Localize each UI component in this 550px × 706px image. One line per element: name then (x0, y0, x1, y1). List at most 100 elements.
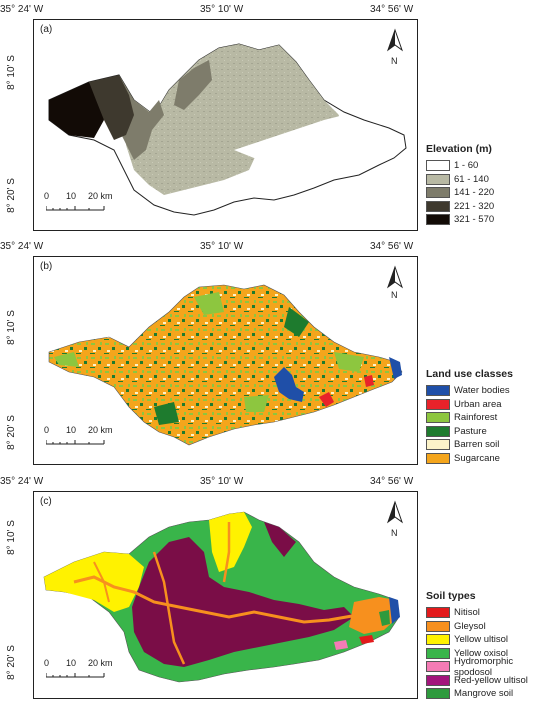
scalebar-label-0: 0 (44, 425, 50, 435)
legend-item: Yellow oxisol (426, 647, 550, 661)
legend-elevation: Elevation (m) 1 - 60 61 - 140 141 - 220 221… (426, 143, 494, 227)
legend-swatch (426, 173, 450, 185)
lon-label-right-c: 34° 56' W (370, 476, 414, 487)
elevation-class-1-60 (234, 115, 379, 165)
legend-item: Hydromorphic spodosol (426, 656, 550, 678)
legend-item: Pasture (426, 425, 513, 439)
legend-item-label: Yellow ultisol (454, 634, 509, 646)
lat-label-lower-a: 8° 20' S (5, 178, 17, 213)
legend-item-label: Gleysol (454, 620, 486, 632)
legend-swatch (426, 398, 450, 410)
lon-label-left-b: 35° 24' W (0, 241, 44, 252)
north-arrow-icon (387, 500, 403, 524)
scalebar-label-20: 20 km (88, 658, 113, 668)
north-label-b: N (391, 290, 398, 300)
legend-item-label: Barren soil (454, 439, 500, 451)
legend-swatch (426, 661, 450, 673)
legend-item: Rainforest (426, 411, 513, 425)
water-bodies-area (274, 367, 304, 402)
scalebar-label-0: 0 (44, 658, 50, 668)
soil-red-yellow-ultisol (132, 537, 354, 667)
north-arrow-icon (387, 265, 403, 289)
lon-label-mid-c: 35° 10' W (200, 476, 244, 487)
legend-swatch (426, 607, 450, 619)
land-use-map (48, 284, 403, 446)
legend-swatch (426, 439, 450, 451)
lon-label-right-b: 34° 56' W (370, 241, 414, 252)
legend-item: Red-yellow ultisol (426, 674, 550, 688)
legend-swatch (426, 160, 450, 172)
lat-label-upper-c: 8° 10' S (5, 520, 17, 555)
legend-item-label: Rainforest (454, 412, 498, 424)
legend-swatch (426, 187, 450, 199)
legend-item: Yellow ultisol (426, 633, 550, 647)
legend-item-label: Mangrove soil (454, 688, 514, 700)
legend-land-use: Land use classes Water bodies Urban area R… (426, 368, 513, 465)
legend-item-label: 321 - 570 (454, 214, 495, 226)
panel-label-b: (b) (40, 261, 53, 272)
scalebar-label-20: 20 km (88, 191, 113, 201)
legend-item: Barren soil (426, 438, 513, 452)
legend-item: 1 - 60 (426, 159, 494, 173)
legend-swatch (426, 647, 450, 659)
urban-area (319, 392, 334, 407)
legend-item-label: Red-yellow ultisol (454, 674, 528, 686)
elevation-class-141-220-east (174, 60, 212, 110)
map-panel-soil-types: (c) N 0 10 20 km (33, 491, 418, 699)
legend-item: Sugarcane (426, 452, 513, 466)
north-label-c: N (391, 528, 398, 538)
elevation-map (48, 43, 407, 216)
legend-swatch (426, 412, 450, 424)
legend-swatch (426, 634, 450, 646)
map-panel-land-use: (b) N 0 10 20 km (33, 256, 418, 465)
legend-item-label: 1 - 60 (454, 160, 479, 172)
soil-mangrove (389, 597, 400, 624)
legend-swatch (426, 200, 450, 212)
legend-item-label: Pasture (454, 425, 487, 437)
legend-title-land-use: Land use classes (426, 368, 513, 380)
legend-item-label: Yellow oxisol (454, 647, 509, 659)
lat-label-upper-a: 8° 10' S (5, 55, 17, 90)
elevation-class-321-570 (49, 82, 104, 138)
legend-item-label: 221 - 320 (454, 200, 495, 212)
lon-label-left-c: 35° 24' W (0, 476, 44, 487)
legend-swatch (426, 385, 450, 397)
legend-items-soil-types: Nitisol Gleysol Yellow ultisol Yellow oxiso… (426, 606, 550, 701)
lon-label-right-a: 34° 56' W (370, 4, 414, 15)
lon-label-mid-a: 35° 10' W (200, 4, 244, 15)
panel-label-c: (c) (40, 496, 52, 507)
legend-swatch (426, 425, 450, 437)
soil-map (43, 511, 400, 683)
legend-item: Nitisol (426, 606, 550, 620)
legend-items-elevation: 1 - 60 61 - 140 141 - 220 221 - 320 321 - 57… (426, 159, 494, 227)
lat-label-upper-b: 8° 10' S (5, 310, 17, 345)
legend-item: 321 - 570 (426, 213, 494, 227)
legend-title-soil-types: Soil types (426, 590, 476, 602)
legend-item: 141 - 220 (426, 186, 494, 200)
legend-title-elevation: Elevation (m) (426, 143, 492, 155)
legend-item: 61 - 140 (426, 173, 494, 187)
soil-hydromorphic-spodosol (334, 640, 348, 650)
map-panel-elevation: (a) N 0 10 20 km (33, 19, 418, 231)
legend-item: Water bodies (426, 384, 513, 398)
scalebar-label-0: 0 (44, 191, 50, 201)
legend-swatch (426, 674, 450, 686)
scalebar-label-10: 10 (66, 425, 77, 435)
lon-label-mid-b: 35° 10' W (200, 241, 244, 252)
soil-nitisol (359, 635, 374, 644)
legend-item-label: Hydromorphic spodosol (454, 655, 514, 678)
legend-item-label: Water bodies (454, 385, 510, 397)
legend-swatch (426, 620, 450, 632)
scalebar-label-10: 10 (66, 658, 77, 668)
legend-item-label: Urban area (454, 398, 502, 410)
lat-label-lower-b: 8° 20' S (5, 415, 17, 450)
elevation-class-221-320 (89, 75, 134, 140)
legend-item: 221 - 320 (426, 200, 494, 214)
legend-soil-types: Soil types Nitisol Gleysol Yellow ultisol Y… (426, 590, 550, 701)
legend-swatch (426, 452, 450, 464)
north-label-a: N (391, 56, 398, 66)
panel-label-a: (a) (40, 24, 53, 35)
lon-label-left-a: 35° 24' W (0, 4, 44, 15)
legend-item-label: Sugarcane (454, 452, 500, 464)
legend-item-label: Nitisol (454, 607, 480, 619)
